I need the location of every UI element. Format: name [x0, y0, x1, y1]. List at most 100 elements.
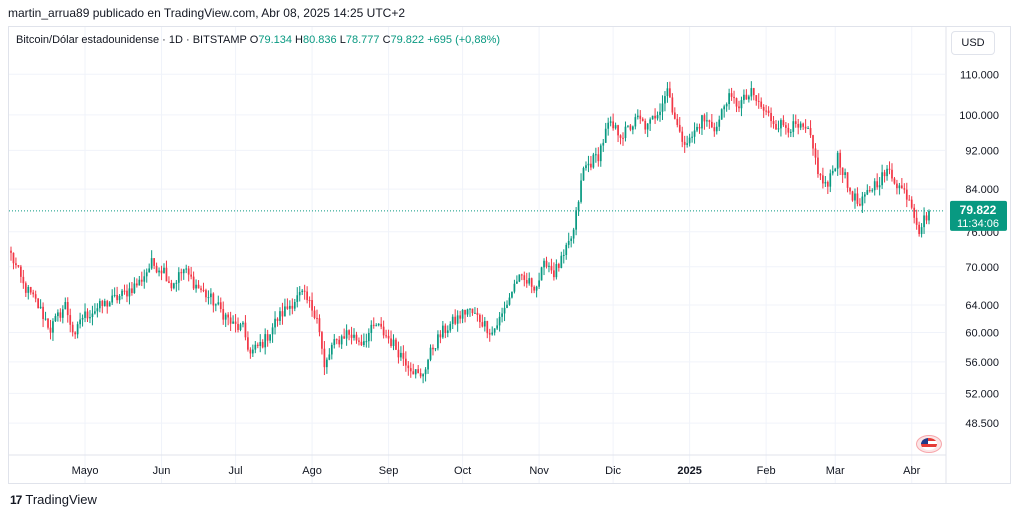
candle-body [599, 145, 602, 162]
candle-body [54, 316, 57, 322]
y-tick-label: 48.500 [965, 418, 999, 430]
candle-body [562, 254, 565, 256]
candle-body [656, 115, 659, 119]
candle-body [380, 323, 383, 327]
candle-body [397, 349, 400, 358]
candle-body [64, 302, 67, 310]
candle-body [834, 168, 837, 171]
candle-body [39, 306, 42, 309]
candle-body [387, 335, 390, 339]
candle-body [316, 317, 318, 319]
candle-body [607, 122, 610, 129]
candle-body [886, 168, 888, 177]
candle-body [918, 224, 920, 235]
candle-body [804, 126, 807, 129]
candle-body [604, 128, 607, 143]
candle-body [135, 283, 138, 286]
candle-body [279, 311, 281, 321]
y-tick-label: 52.000 [965, 388, 999, 400]
candle-body [155, 265, 158, 273]
candle-body [274, 318, 276, 328]
candle-body [666, 88, 669, 97]
candle-body [343, 336, 346, 339]
candle-body [456, 315, 459, 324]
candle-body [372, 324, 375, 326]
candle-body [10, 250, 12, 253]
candle-body [148, 268, 151, 273]
y-tick-label: 84.000 [965, 184, 999, 196]
y-tick-label: 56.000 [965, 357, 999, 369]
candle-body [451, 316, 454, 324]
candle-body [79, 319, 81, 325]
candle-body [787, 127, 790, 133]
x-tick-label: Nov [529, 465, 549, 477]
candle-body [661, 103, 664, 112]
candle-body [580, 180, 582, 202]
candle-body [851, 191, 854, 201]
x-tick-label: Jul [229, 465, 243, 477]
candle-body [108, 302, 111, 307]
us-flag-icon[interactable] [916, 435, 942, 453]
candle-body [150, 258, 153, 269]
candle-body [540, 267, 543, 281]
candle-body [165, 267, 168, 282]
candle-body [207, 297, 210, 299]
candle-body [824, 181, 827, 184]
candle-body [427, 359, 429, 370]
candle-body [192, 276, 195, 289]
candle-body [496, 325, 499, 329]
close-label: C [382, 34, 391, 46]
candle-body [385, 335, 387, 337]
candle-body [395, 339, 397, 350]
candle-body [664, 96, 666, 104]
candle-body [298, 292, 301, 296]
candle-body [12, 252, 15, 264]
candle-body [259, 342, 262, 346]
candle-body [715, 126, 718, 132]
candle-body [306, 291, 308, 301]
candle-body [545, 260, 548, 267]
candle-body [863, 194, 866, 197]
candle-body [590, 163, 592, 168]
candle-body [190, 274, 193, 277]
candle-body [407, 365, 410, 369]
candle-body [219, 302, 222, 310]
candle-body [671, 97, 674, 113]
candle-body [659, 111, 661, 116]
candle-body [37, 298, 40, 309]
candle-body [701, 115, 703, 129]
candle-body [577, 201, 580, 211]
candle-body [313, 310, 316, 318]
candle-body [269, 334, 271, 341]
candle-body [390, 338, 392, 347]
y-tick-label: 92.000 [965, 145, 999, 157]
candle-body [69, 315, 72, 325]
candle-body [350, 334, 353, 338]
candle-body [493, 328, 496, 333]
candle-body [195, 284, 197, 289]
candle-body [446, 330, 449, 334]
candle-body [535, 286, 538, 291]
candle-body [750, 88, 753, 97]
candle-body [646, 123, 649, 130]
candle-body [227, 314, 230, 318]
candle-body [629, 125, 632, 130]
candle-body [900, 185, 903, 189]
candle-body [740, 100, 743, 109]
candle-body [614, 125, 617, 129]
candle-body [782, 120, 785, 126]
candle-body [76, 324, 79, 335]
candle-body [402, 352, 405, 359]
candle-body [597, 154, 600, 162]
candle-body [449, 323, 452, 331]
candle-body [224, 314, 227, 320]
candle-body [326, 359, 328, 368]
candle-body [247, 337, 249, 350]
candle-body [271, 327, 274, 335]
candle-body [817, 157, 819, 175]
candle-body [831, 170, 834, 174]
candle-body [185, 268, 188, 270]
currency-button[interactable]: USD [951, 31, 995, 55]
candle-body [288, 305, 291, 309]
